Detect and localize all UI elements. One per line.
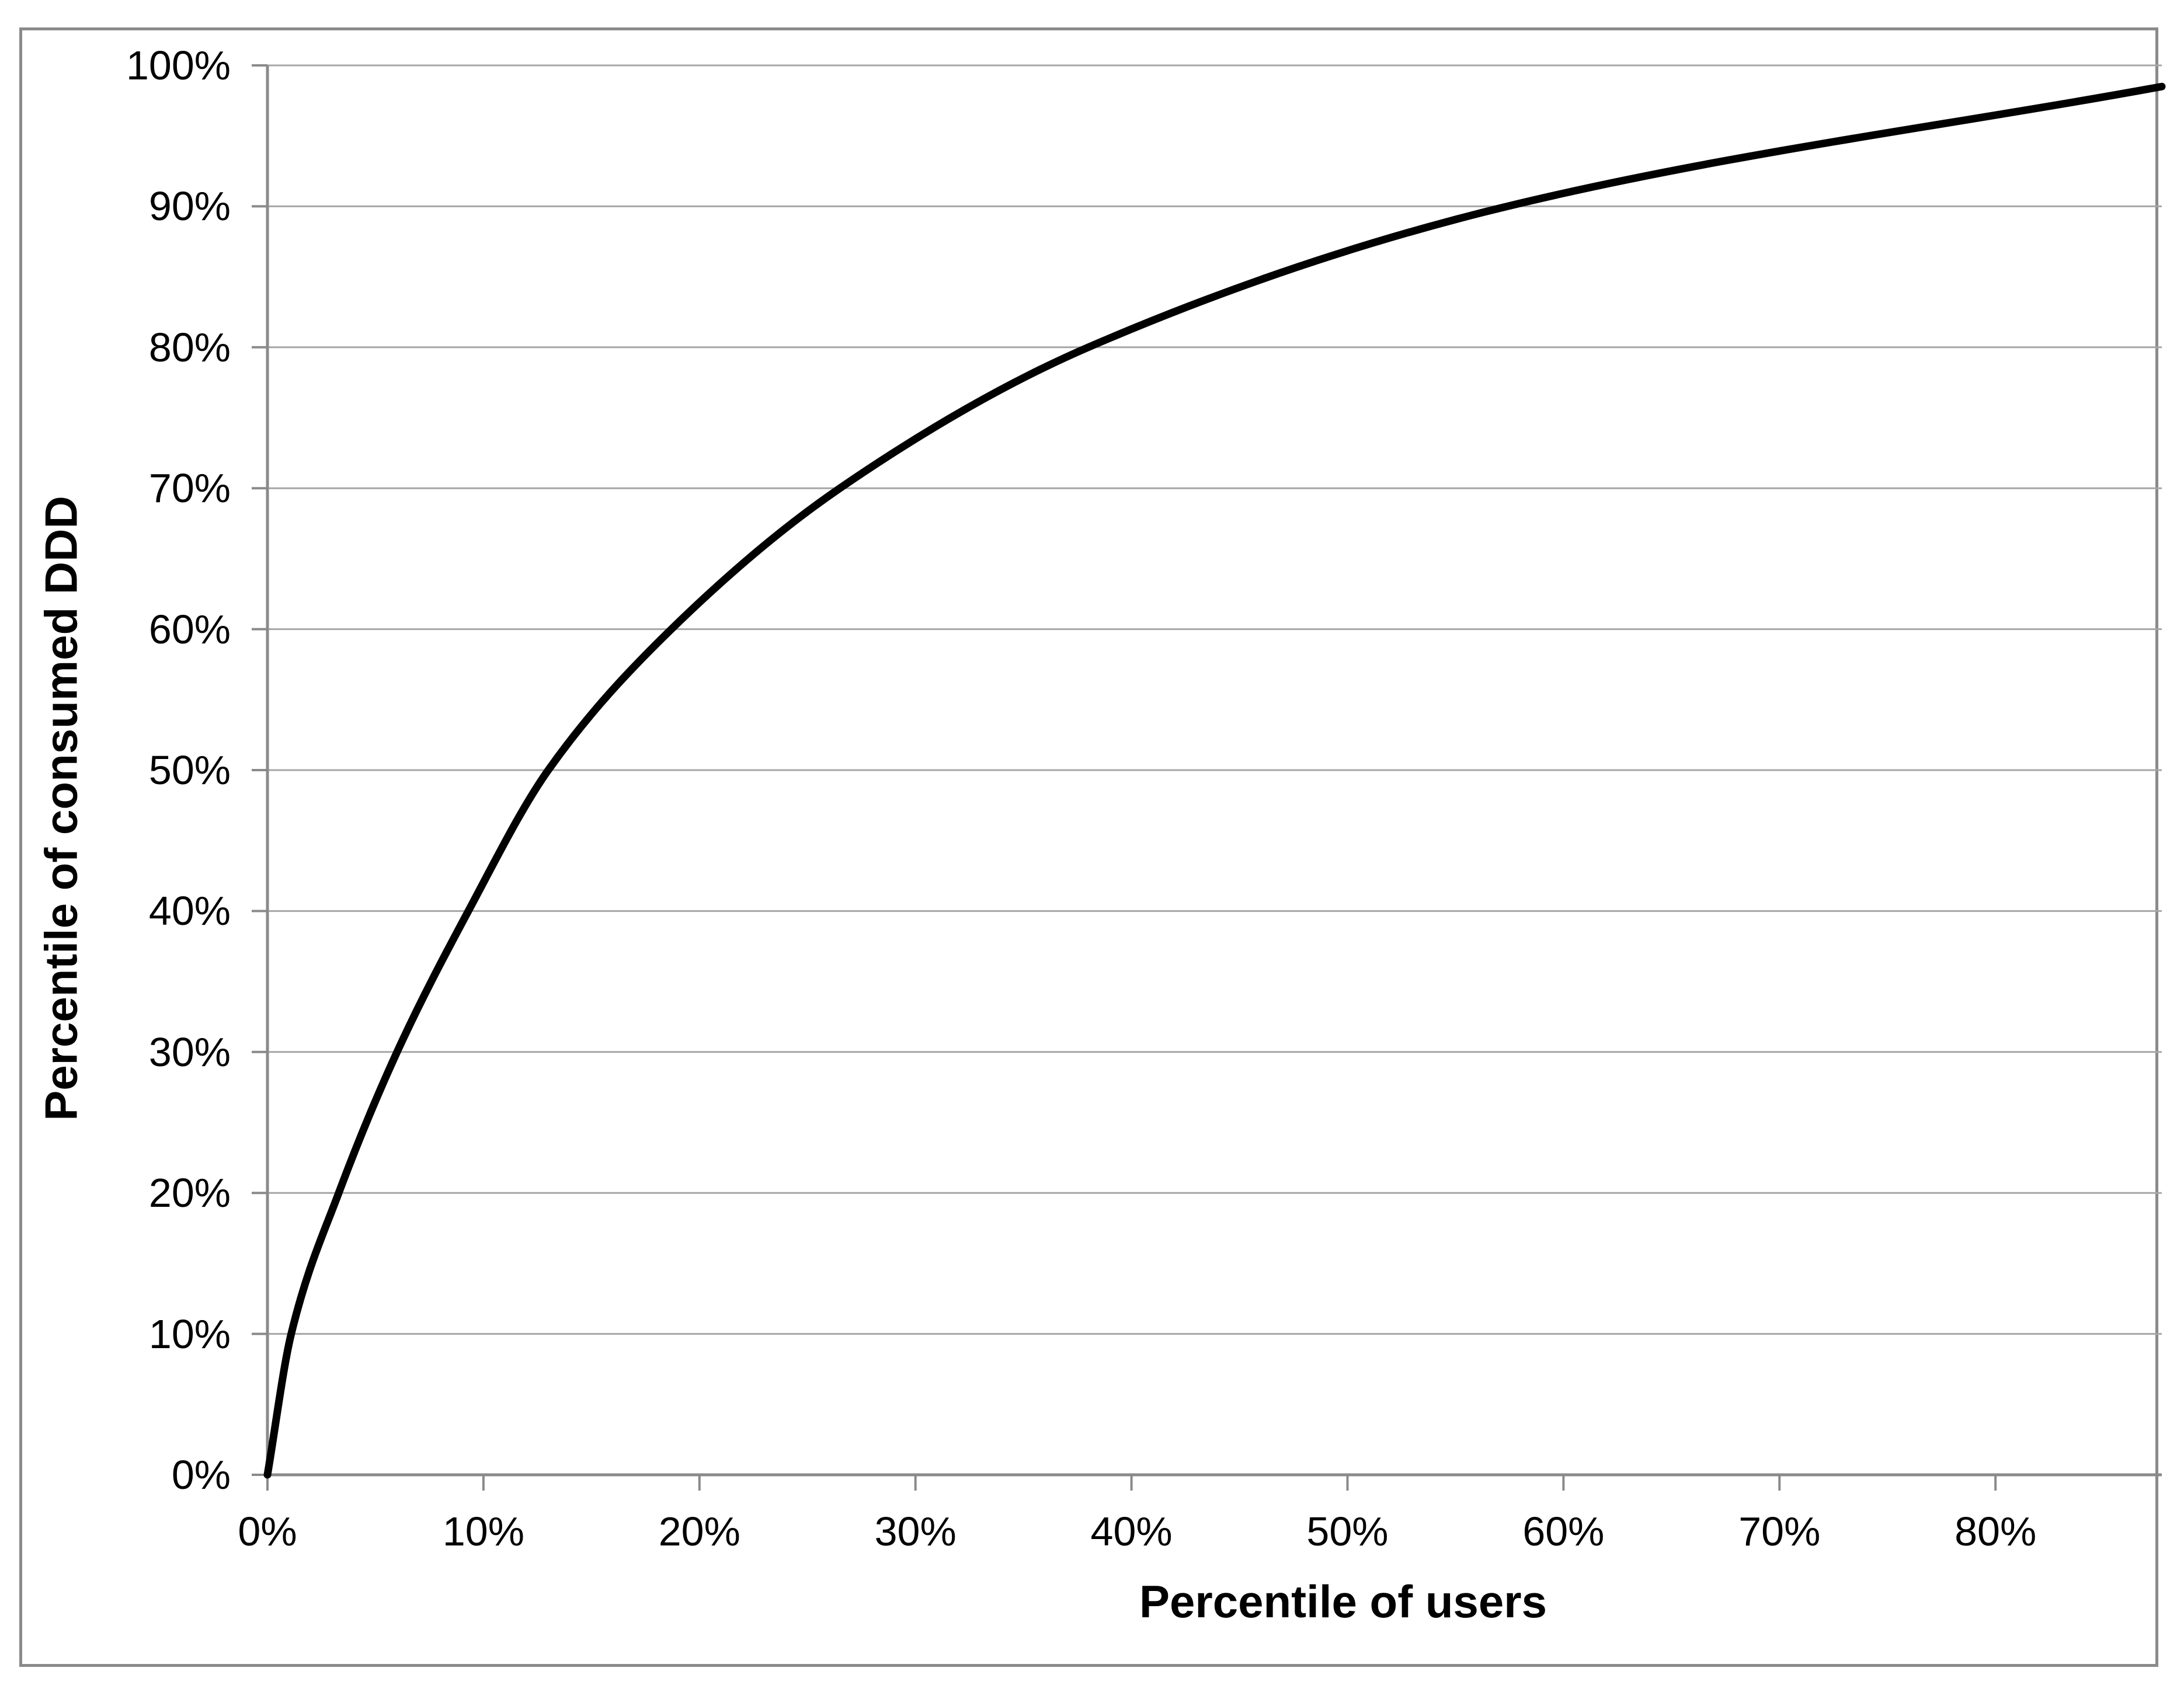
y-tick-label-20%: 20% — [148, 1170, 231, 1216]
x-tick-label-40%: 40% — [1090, 1509, 1173, 1554]
y-tick-label-100%: 100% — [126, 43, 231, 88]
y-tick-label-80%: 80% — [148, 324, 231, 370]
x-axis-title: Percentile of users — [1139, 1576, 1547, 1627]
x-tick-label-50%: 50% — [1306, 1509, 1389, 1554]
y-tick-label-90%: 90% — [148, 183, 231, 229]
y-axis-title: Percentile of consumed DDD — [35, 496, 87, 1121]
y-tick-label-50%: 50% — [148, 747, 231, 793]
ddd-concentration-curve — [263, 82, 2166, 1479]
x-tick-label-70%: 70% — [1738, 1509, 1821, 1554]
x-tick-label-20%: 20% — [658, 1509, 740, 1554]
y-tick-label-30%: 30% — [148, 1029, 231, 1075]
y-tick-label-0%: 0% — [171, 1452, 231, 1498]
y-tick-label-40%: 40% — [148, 888, 231, 934]
x-tick-label-0%: 0% — [238, 1509, 297, 1554]
x-tick-label-60%: 60% — [1522, 1509, 1605, 1554]
x-tick-label-30%: 30% — [874, 1509, 957, 1554]
y-tick-label-10%: 10% — [148, 1311, 231, 1357]
y-tick-label-70%: 70% — [148, 465, 231, 511]
chart-outer-border — [19, 27, 2158, 1667]
x-tick-label-80%: 80% — [1955, 1509, 2037, 1554]
y-tick-label-60%: 60% — [148, 606, 231, 652]
x-tick-label-10%: 10% — [442, 1509, 524, 1554]
